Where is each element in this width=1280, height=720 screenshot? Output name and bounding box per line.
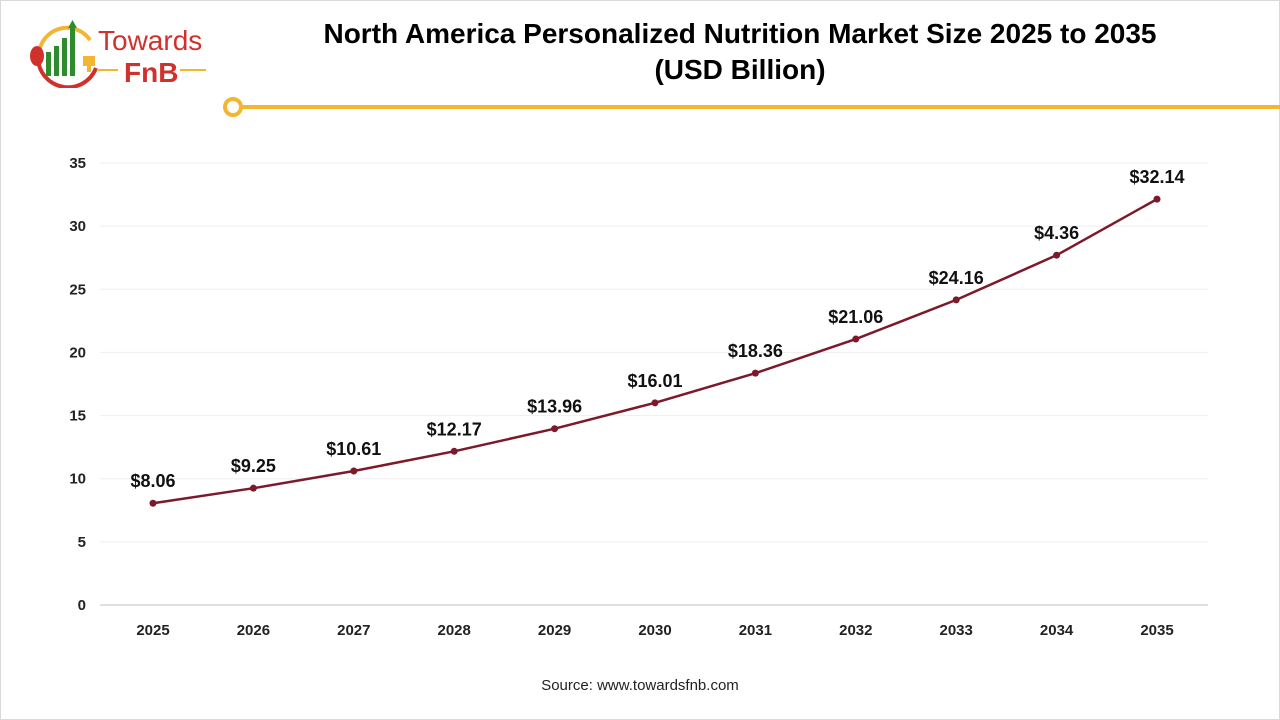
y-tick-label: 30 (69, 218, 86, 235)
data-point (852, 335, 860, 343)
data-point (551, 425, 559, 433)
data-label: $32.14 (1129, 167, 1184, 187)
y-tick-label: 15 (69, 408, 86, 425)
data-point (651, 399, 659, 407)
x-tick-label: 2033 (940, 622, 973, 639)
data-label: $9.25 (231, 456, 276, 476)
x-tick-label: 2028 (438, 622, 471, 639)
x-tick-label: 2026 (237, 622, 270, 639)
x-tick-label: 2034 (1040, 622, 1074, 639)
accent-circle (223, 97, 243, 117)
y-tick-label: 10 (69, 471, 86, 488)
series-line (152, 198, 1158, 505)
data-label: $13.96 (527, 397, 582, 417)
y-tick-label: 35 (69, 155, 86, 172)
data-point (149, 499, 157, 507)
x-tick-label: 2029 (538, 622, 571, 639)
chart-title-line-1: North America Personalized Nutrition Mar… (323, 18, 1157, 49)
x-tick-label: 2035 (1140, 622, 1173, 639)
towards-fnb-logo: Towards FnB (28, 18, 218, 90)
y-tick-label: 20 (69, 344, 86, 361)
data-point (350, 467, 358, 475)
data-label: $8.06 (130, 471, 175, 491)
x-tick-label: 2030 (638, 622, 671, 639)
chart-title: North America Personalized Nutrition Mar… (260, 16, 1220, 88)
data-label: $4.36 (1034, 223, 1079, 243)
x-tick-label: 2032 (839, 622, 872, 639)
svg-text:Towards: Towards (98, 25, 202, 56)
y-tick-label: 5 (78, 534, 86, 551)
data-label: $24.16 (929, 268, 984, 288)
data-label: $21.06 (828, 307, 883, 327)
data-point (751, 369, 759, 377)
x-tick-label: 2027 (337, 622, 370, 639)
data-label: $12.17 (427, 419, 482, 439)
data-label: $16.01 (627, 371, 682, 391)
chart-title-line-2: (USD Billion) (654, 54, 826, 85)
y-tick-label: 25 (69, 281, 86, 298)
x-tick-label: 2031 (739, 622, 772, 639)
data-point (1053, 251, 1061, 259)
y-tick-label: 0 (78, 597, 86, 614)
data-point (952, 296, 960, 304)
svg-text:FnB: FnB (124, 57, 178, 88)
data-point (450, 447, 458, 455)
data-point (1153, 195, 1161, 203)
data-label: $18.36 (728, 341, 783, 361)
data-label: $10.61 (326, 439, 381, 459)
x-tick-label: 2025 (136, 622, 169, 639)
data-point (249, 484, 257, 492)
source-note: Source: www.towardsfnb.com (541, 677, 739, 694)
